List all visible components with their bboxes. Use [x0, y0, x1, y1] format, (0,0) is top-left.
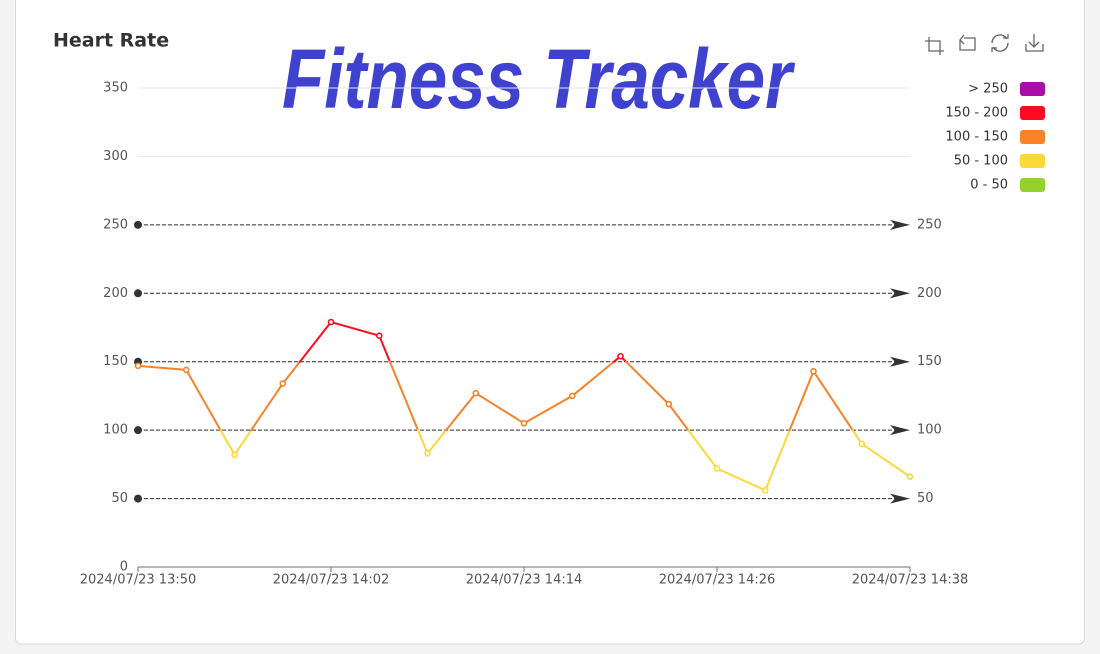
x-tick-label: 2024/07/23 14:26: [659, 573, 776, 588]
data-point: [617, 352, 624, 360]
mark-line-arrow: [890, 425, 910, 436]
mark-line-start: [134, 426, 142, 435]
legend-label: 100 - 150: [945, 130, 1008, 145]
data-point: [472, 389, 480, 397]
zoom-button[interactable]: [925, 37, 944, 55]
line-segment: [625, 360, 670, 406]
y-tick-label: 250: [103, 217, 128, 232]
mark-line-start: [134, 494, 142, 503]
chart-title: Heart Rate: [53, 30, 169, 52]
legend-label: 50 - 100: [954, 154, 1008, 169]
data-point: [375, 332, 383, 340]
y-tick-label: 150: [103, 354, 128, 369]
card: [15, 0, 1085, 645]
data-point: [858, 440, 866, 448]
data-point: [906, 473, 914, 480]
data-point: [327, 318, 335, 326]
line-segment: [378, 334, 391, 363]
mark-line-arrow: [890, 219, 910, 230]
legend-swatch: [1020, 154, 1045, 168]
legend-swatch: [1020, 178, 1045, 192]
data-point: [665, 400, 673, 408]
data-point: [761, 487, 769, 494]
data-point: [279, 380, 287, 387]
line-segment: [523, 394, 574, 425]
data-point: [231, 451, 238, 459]
line-segment: [716, 467, 767, 492]
line-segment: [416, 429, 429, 455]
line-segment: [812, 370, 854, 432]
line-segment: [233, 429, 253, 456]
data-point: [810, 367, 817, 375]
line-segment: [250, 382, 284, 432]
line-segment: [388, 360, 419, 432]
y-tick-label: 0: [120, 560, 128, 575]
refresh-button[interactable]: [991, 34, 1009, 52]
legend-label: 0 - 50: [970, 178, 1008, 193]
line-segment: [445, 392, 477, 432]
data-point: [134, 362, 142, 370]
legend-swatch: [1020, 106, 1045, 120]
line-segment: [137, 364, 188, 371]
legend-swatch: [1020, 82, 1045, 96]
download-button[interactable]: [1025, 34, 1044, 52]
y-tick-label: 100: [103, 423, 128, 438]
undo-button[interactable]: [959, 34, 976, 51]
line-segment: [298, 321, 332, 363]
x-tick-label: 2024/07/23 14:02: [273, 573, 390, 588]
mark-line-start: [134, 220, 142, 229]
line-segment: [788, 370, 815, 432]
line-segment: [474, 392, 525, 425]
data-point: [713, 465, 721, 472]
y-tick-label: 50: [111, 491, 128, 506]
legend-swatch: [1020, 130, 1045, 144]
line-segment: [764, 429, 791, 492]
line-segment: [667, 403, 690, 432]
line-segment: [281, 360, 301, 385]
mark-line-arrow: [890, 356, 910, 367]
mark-line-label: 200: [917, 286, 942, 301]
legend-label: 150 - 200: [945, 106, 1008, 121]
line-segment: [860, 442, 911, 478]
mark-line-label: 50: [917, 491, 934, 506]
x-tick-label: 2024/07/23 14:14: [466, 573, 583, 588]
line-segment: [219, 429, 236, 456]
line-segment: [426, 429, 448, 455]
data-point: [520, 419, 528, 427]
toolbox: [925, 34, 1044, 55]
y-tick-label: 350: [103, 81, 128, 96]
line-segment: [330, 321, 381, 337]
mark-line-arrow: [890, 288, 910, 299]
mark-line-label: 150: [917, 354, 942, 369]
mark-line-label: 250: [917, 217, 942, 232]
y-tick-label: 200: [103, 286, 128, 301]
y-tick-label: 300: [103, 149, 128, 164]
legend-label: > 250: [968, 82, 1008, 97]
banner: Fitness Tracker: [282, 32, 796, 126]
line-segment: [185, 368, 222, 432]
mark-line-arrow: [890, 493, 910, 504]
data-point: [182, 366, 190, 374]
line-segment: [571, 360, 615, 397]
data-point: [424, 450, 431, 457]
data-point: [568, 392, 576, 400]
mark-line-start: [134, 289, 142, 298]
x-tick-label: 2024/07/23 14:38: [852, 573, 969, 588]
x-tick-label: 2024/07/23 13:50: [80, 573, 197, 588]
mark-line-label: 100: [917, 423, 942, 438]
line-segment: [687, 429, 718, 470]
